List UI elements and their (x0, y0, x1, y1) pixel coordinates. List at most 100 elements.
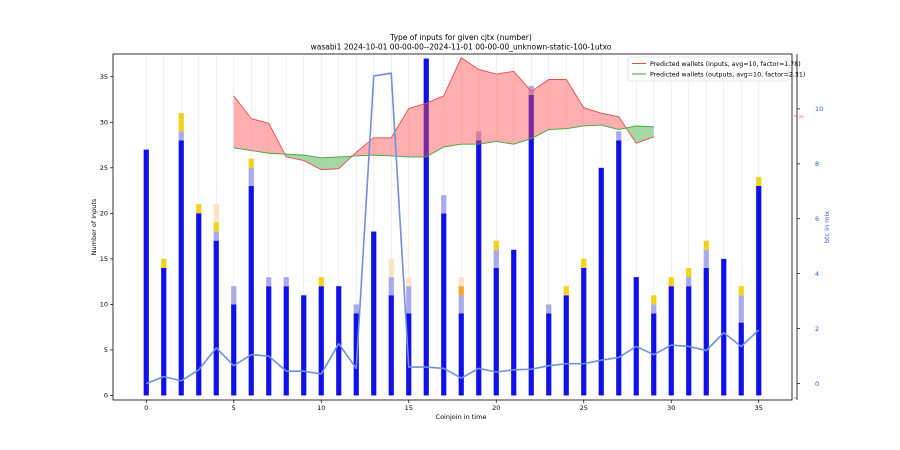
bar-segment-lightblue (178, 131, 184, 141)
x-tick-label: 15 (405, 404, 413, 412)
bar-segment-blue (528, 94, 534, 396)
y-tick-label: 15 (100, 255, 108, 263)
y-axis-right: 0 2 4 6 8 10 (794, 105, 823, 399)
bar-segment-peach (458, 277, 464, 287)
bar-segment-lightblue (441, 195, 447, 214)
y-tick-label: 10 (100, 301, 108, 309)
bar-segment-blue (511, 249, 517, 396)
bar-segment-yellow (581, 258, 587, 268)
bar-segment-blue (266, 286, 272, 396)
wallet-band-segment (548, 79, 567, 130)
y-tick-label: 0 (104, 392, 108, 400)
x-tick-label: 25 (580, 404, 588, 412)
bar-segment-yellow (318, 277, 324, 287)
bar-segment-lightblue (651, 304, 657, 314)
y-tick-label: 5 (104, 346, 108, 354)
bar-segment-blue (213, 240, 219, 396)
bar-segment-blue (493, 267, 499, 396)
bar-segment-yellow (196, 204, 202, 214)
bar-segment-lightblue (738, 295, 744, 323)
bar-segment-yellow (178, 113, 184, 132)
x-tick-label: 30 (667, 404, 675, 412)
btc-in-mix-line (145, 72, 760, 385)
wallet-band-segment (408, 103, 427, 157)
bar-segment-yellow (161, 258, 167, 268)
bar-segment-blue (318, 286, 324, 396)
y-axis-label: Number of inputs (90, 198, 98, 255)
bar-segment-lightblue (546, 304, 552, 314)
bar-segment-yellow (563, 286, 569, 296)
bar-segment-blue (668, 286, 674, 396)
wallet-band-segment (286, 154, 304, 161)
wallet-band-segment (478, 69, 497, 145)
bar-segment-blue (476, 140, 482, 396)
wallet-band-segment (496, 71, 514, 145)
plot-frame (112, 53, 793, 401)
x-axis-label: Coinjoin in time (436, 413, 487, 421)
y-tick-label: 20 (100, 210, 108, 218)
x-tick-label: 0 (144, 404, 148, 412)
bar-segment-blue (143, 149, 149, 396)
x-tick-label: 10 (317, 404, 325, 412)
y2-tick-label: 0 (815, 380, 819, 388)
bar-segment-blue (161, 267, 167, 396)
wallet-band-segment (303, 155, 322, 170)
y-tick-label: 35 (100, 73, 108, 81)
bar-segment-blue (353, 313, 359, 396)
bar-segment-peach (406, 277, 412, 287)
bar-segment-blue (616, 140, 622, 396)
y-axis-right-label: btc in mix (823, 211, 831, 243)
x-axis: 0 5 10 15 20 25 30 35 (144, 400, 763, 412)
y2-tick-label: 6 (815, 215, 819, 223)
bar-segment-blue (301, 295, 307, 396)
bar-segment-blue (458, 313, 464, 396)
y2-tick-label: 10 (815, 105, 823, 113)
bar-segment-blue (598, 167, 604, 396)
bar-segment-blue (283, 286, 289, 396)
bar-segment-blue (563, 295, 569, 396)
wallet-band-segment (513, 71, 532, 145)
x-tick-label: 5 (232, 404, 236, 412)
bar-segment-blue (686, 286, 692, 396)
wallet-band-segment (531, 79, 549, 139)
bar-segment-peach (388, 258, 394, 278)
wallet-band-segment (426, 95, 444, 157)
y-tick-label: 30 (100, 119, 108, 127)
bar-segment-peach (213, 204, 219, 223)
bar-segment-lightblue (616, 131, 622, 141)
bar-segment-blue (388, 295, 394, 396)
bar-segment-blue (231, 304, 237, 396)
bar-segment-lightblue (353, 304, 359, 314)
x-tick-label: 35 (755, 404, 763, 412)
bar-segment-lightblue (283, 277, 289, 287)
bar-segment-lightblue (248, 167, 254, 187)
wallets-outputs-line (233, 124, 654, 159)
bar-segment-blue (703, 267, 709, 396)
wallet-band-segment (566, 79, 584, 129)
y2-tick-label: 2 (815, 325, 819, 333)
wallet-band-segment (601, 113, 619, 130)
bar-segment-blue (546, 313, 552, 396)
bar-segment-lightblue (266, 277, 272, 287)
bar-segment-yellow (668, 277, 674, 287)
wallet-band-segment (443, 57, 462, 147)
wallet-bands (233, 56, 654, 171)
bar-segment-lightblue (686, 277, 692, 287)
bar-segment-yellow (703, 240, 709, 250)
legend-box (627, 56, 789, 82)
bar-segment-orange (458, 286, 464, 296)
bar-segment-blue (178, 140, 184, 396)
bar-segment-blue (248, 186, 254, 396)
bar-segment-lightblue (493, 249, 499, 268)
right-axis-marker: 20 (799, 115, 803, 119)
wallet-band-segment (251, 118, 269, 154)
bar-segment-yellow (738, 286, 744, 296)
bar-segment-yellow (493, 240, 499, 250)
bar-segment-blue (721, 258, 727, 396)
wallet-band-segment (321, 156, 339, 170)
bar-segment-blue (336, 286, 342, 396)
wallet-band-segment (373, 137, 392, 156)
bar-segment-lightblue (703, 249, 709, 268)
bar-segment-lightblue (458, 295, 464, 314)
